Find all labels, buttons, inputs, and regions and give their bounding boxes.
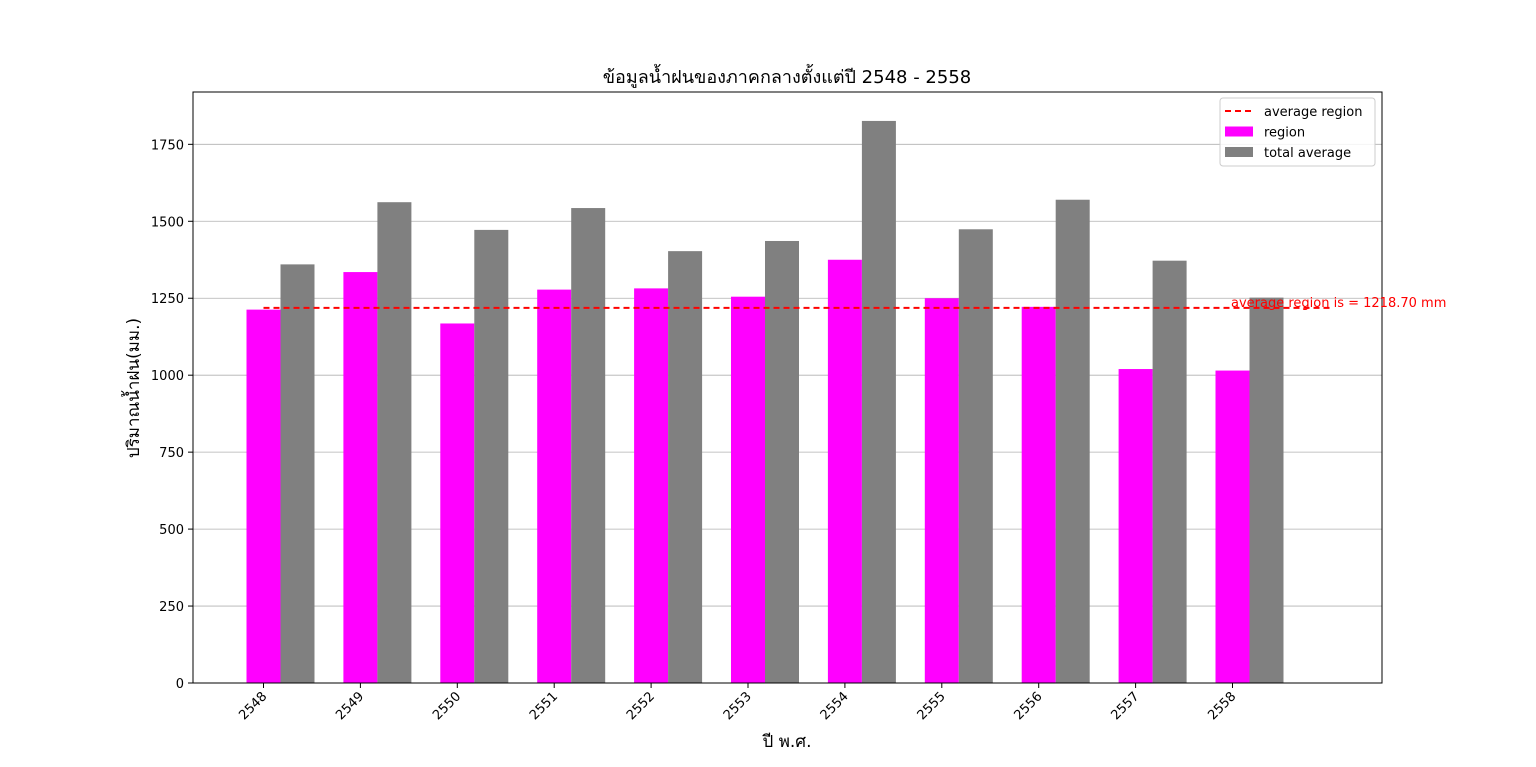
x-axis: 2548 2549 2550 2551 2552 2553 2554 2555 2556 2557… [236,683,1239,723]
bar-region-2548 [246,309,281,683]
bar-region-2551 [537,289,572,683]
y-tick-label: 500 [159,523,184,538]
x-tick-label: 2558 [1205,689,1239,723]
y-tick-label: 1000 [151,369,184,384]
bar-region-2555 [924,298,959,683]
legend-swatch [1225,147,1253,157]
bars-group [246,120,1284,684]
legend-box [1219,97,1376,167]
bar-total-average-2554 [861,120,896,683]
bar-total-average-2549 [377,202,412,683]
bar-region-2554 [827,259,862,683]
y-tick-label: 1500 [151,215,184,230]
legend-label: region [1264,126,1305,141]
y-tick-label: 1750 [151,138,184,153]
legend-label: total average [1264,146,1351,161]
y-tick-label: 1250 [151,292,184,307]
bar-total-average-2556 [1055,199,1090,683]
x-tick-label: 2555 [915,689,949,723]
bar-region-2549 [343,272,378,683]
x-tick-label: 2550 [430,689,464,723]
y-tick-label: 250 [159,600,184,615]
x-tick-label: 2552 [624,689,658,723]
bar-total-average-2553 [765,240,799,683]
x-tick-label: 2556 [1012,689,1046,723]
plot-frame [192,91,1383,684]
bar-region-2556 [1021,306,1056,683]
bar-total-average-2558 [1249,297,1284,683]
x-tick-label: 2554 [818,689,852,723]
y-axis-label: ปริมาณน้ำฝน(มม.) [121,318,144,458]
y-tick-label: 750 [159,446,184,461]
chart-title: ข้อมูลน้ำฝนของภาคกลางตั้งแต่ปี 2548 - 25… [603,64,972,88]
x-axis-label: ปี พ.ศ. [762,732,812,752]
bar-total-average-2548 [280,264,315,683]
bar-region-2558 [1215,370,1250,683]
reference-line-annotation: average region is = 1218.70 mm [1231,296,1446,311]
bar-region-2557 [1118,369,1153,683]
bar-total-average-2551 [571,208,606,683]
bar-total-average-2555 [958,229,993,684]
x-tick-label: 2557 [1108,689,1142,723]
x-tick-label: 2549 [333,689,367,723]
bar-total-average-2550 [474,229,509,683]
legend-swatch [1225,126,1253,137]
y-axis: 0 250 500 750 1000 1250 1500 1750 [151,138,193,692]
bar-region-2552 [634,288,669,683]
bar-total-average-2557 [1152,260,1187,683]
bar-region-2550 [440,323,475,683]
y-tick-label: 0 [176,677,184,692]
legend: average region region total average [1219,97,1376,167]
x-tick-label: 2551 [527,689,561,723]
bar-total-average-2552 [668,251,703,683]
x-tick-label: 2548 [236,689,270,723]
bar-region-2553 [731,296,765,683]
x-tick-label: 2553 [721,689,755,723]
legend-label: average region [1264,105,1362,120]
